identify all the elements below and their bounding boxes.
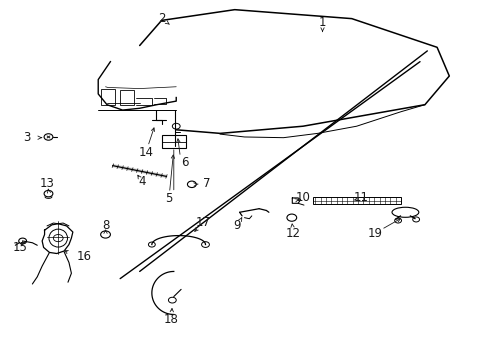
Text: 2: 2: [158, 12, 165, 25]
Text: 10: 10: [295, 192, 310, 204]
Text: 8: 8: [102, 219, 109, 233]
Text: 3: 3: [23, 131, 31, 144]
Bar: [101, 89, 115, 105]
Text: 1: 1: [318, 17, 325, 30]
Text: 18: 18: [163, 312, 179, 326]
Text: 17: 17: [195, 216, 210, 229]
Text: 15: 15: [13, 241, 28, 254]
Text: 11: 11: [353, 192, 368, 204]
Bar: [161, 135, 185, 148]
Text: 16: 16: [76, 249, 91, 262]
Text: 7: 7: [203, 177, 210, 190]
Text: 4: 4: [138, 175, 145, 188]
Text: 6: 6: [181, 156, 188, 169]
Text: 9: 9: [233, 219, 241, 233]
Bar: [120, 90, 134, 105]
Bar: [312, 197, 400, 204]
Text: 12: 12: [285, 226, 300, 239]
Text: 13: 13: [40, 177, 54, 190]
Text: 14: 14: [138, 145, 153, 158]
Text: 19: 19: [367, 226, 382, 239]
Text: 5: 5: [165, 192, 172, 205]
